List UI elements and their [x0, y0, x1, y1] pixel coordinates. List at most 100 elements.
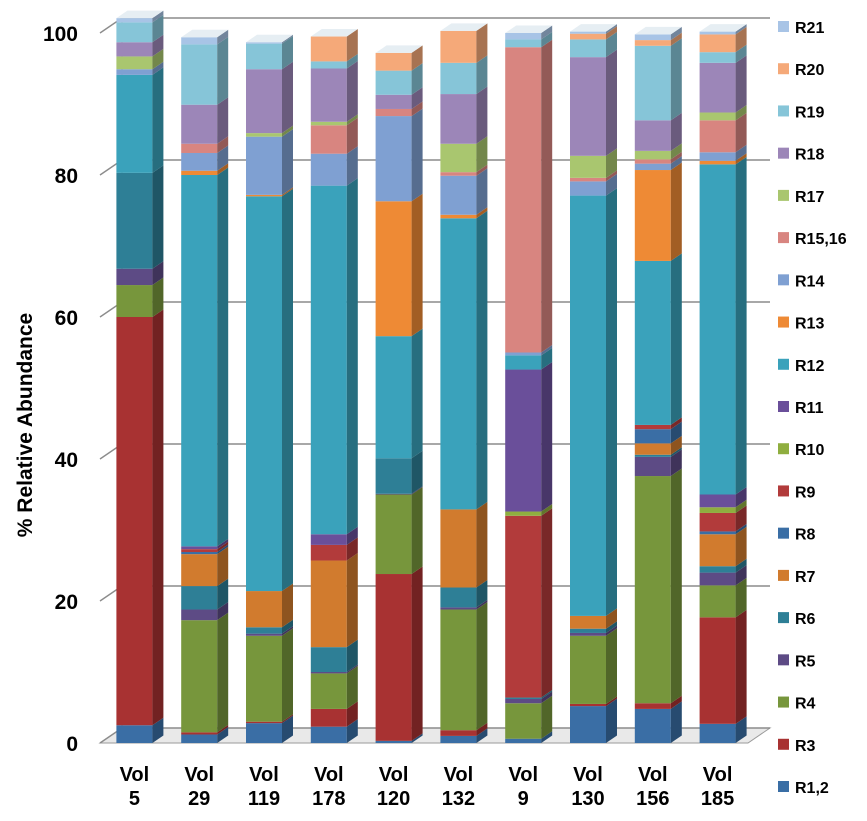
- bar-face: [570, 155, 606, 178]
- bar-segment: [181, 602, 229, 621]
- bar-side: [670, 701, 682, 743]
- bar-segment: [440, 136, 488, 173]
- bar-segment: [440, 168, 488, 215]
- bar-face: [246, 627, 282, 634]
- bar-side: [411, 101, 423, 117]
- bar-side: [411, 45, 423, 71]
- bar-face: [440, 143, 477, 173]
- bar-segment: [634, 695, 682, 709]
- y-axis-ticks: 0 20 40 60 80 100: [43, 23, 78, 756]
- bar-side: [217, 602, 229, 621]
- legend-item: R12: [778, 358, 824, 375]
- y-axis-label: % Relative Abundance: [14, 313, 37, 537]
- bar-side: [606, 628, 617, 704]
- bar-segment: [310, 178, 358, 535]
- bar-segment: [181, 538, 229, 550]
- bar-segment: [116, 61, 164, 75]
- bar-face: [634, 456, 671, 477]
- bar-stack: [310, 29, 358, 743]
- bar-segment: [440, 722, 488, 736]
- bar-side: [606, 173, 617, 196]
- bar-side: [735, 577, 747, 618]
- legend-label: R4: [795, 696, 816, 713]
- bar-side: [282, 619, 293, 634]
- bar-face: [181, 554, 218, 587]
- legend-swatch: [778, 569, 789, 581]
- bar-face: [310, 708, 347, 727]
- legend-swatch: [778, 274, 789, 286]
- bar-side: [476, 501, 488, 588]
- bar-segment: [246, 619, 293, 634]
- legend-swatch: [778, 485, 789, 497]
- bar-segment: [116, 10, 164, 23]
- bar-face: [570, 39, 606, 58]
- legend-item: R14: [778, 273, 824, 290]
- bar-segment: [246, 125, 293, 137]
- bar-segment: [699, 523, 747, 535]
- bar-face: [116, 74, 153, 173]
- bar-side: [152, 14, 164, 43]
- bar-side: [606, 49, 617, 156]
- bar-segment: [440, 207, 488, 219]
- x-tick-label: Vol 5: [120, 764, 150, 810]
- legend-label: R5: [795, 653, 816, 670]
- legend-swatch: [778, 443, 789, 455]
- bar-side: [476, 55, 488, 95]
- bar-segment: [181, 541, 229, 553]
- bar-side: [411, 87, 423, 109]
- bar-face: [310, 185, 347, 535]
- legend-swatch: [778, 21, 789, 32]
- bar-segment: [570, 696, 617, 707]
- bar-face: [310, 726, 347, 743]
- bar-face: [570, 703, 606, 707]
- bar-segment: [310, 146, 358, 186]
- bar-segment: [634, 449, 682, 477]
- bar-side: [346, 701, 358, 727]
- bar-segment: [310, 664, 358, 674]
- bar-side: [541, 362, 553, 512]
- bar-side: [476, 728, 488, 743]
- bar-side: [476, 136, 488, 173]
- bar-side: [735, 558, 747, 573]
- bar-face: [181, 546, 218, 550]
- legend-swatch: [778, 781, 789, 792]
- bar-face: [570, 195, 606, 616]
- legend-label: R15,16: [795, 231, 847, 248]
- bar-side: [670, 143, 682, 160]
- bar-segment: [310, 53, 358, 69]
- bar-side: [476, 164, 488, 176]
- bar-face: [181, 732, 218, 735]
- bar-face: [699, 585, 736, 618]
- bar-segment: [440, 210, 488, 510]
- bar-face: [246, 635, 282, 722]
- bar-side: [735, 112, 747, 153]
- legend-item: R17: [778, 189, 824, 206]
- bar-segment: [246, 34, 293, 44]
- bar-side: [670, 26, 682, 41]
- bar-face: [699, 62, 736, 113]
- bar-face: [570, 615, 606, 629]
- bar-segment: [699, 558, 747, 573]
- bar-segment: [505, 347, 553, 370]
- bar-segment: [570, 173, 617, 196]
- bar-stack: [181, 29, 229, 743]
- bar-segment: [699, 716, 747, 743]
- bar-face: [505, 698, 542, 704]
- bar-side: [541, 508, 553, 698]
- bar-side: [217, 136, 229, 153]
- bar-segment: [116, 67, 164, 173]
- legend-label: R21: [795, 20, 824, 37]
- bar-side: [735, 505, 747, 532]
- bar-side: [152, 165, 164, 269]
- bar-face: [375, 336, 412, 459]
- bar-face: [505, 355, 542, 370]
- bar-side: [476, 599, 488, 610]
- bar-face: [116, 42, 153, 57]
- bar-side: [346, 117, 358, 154]
- bar-face: [699, 723, 736, 743]
- bar-segment: [246, 188, 293, 592]
- y-tick-label: 60: [55, 307, 78, 330]
- bar-face: [375, 116, 412, 202]
- legend-swatch: [778, 105, 789, 117]
- legend-swatch: [778, 189, 789, 201]
